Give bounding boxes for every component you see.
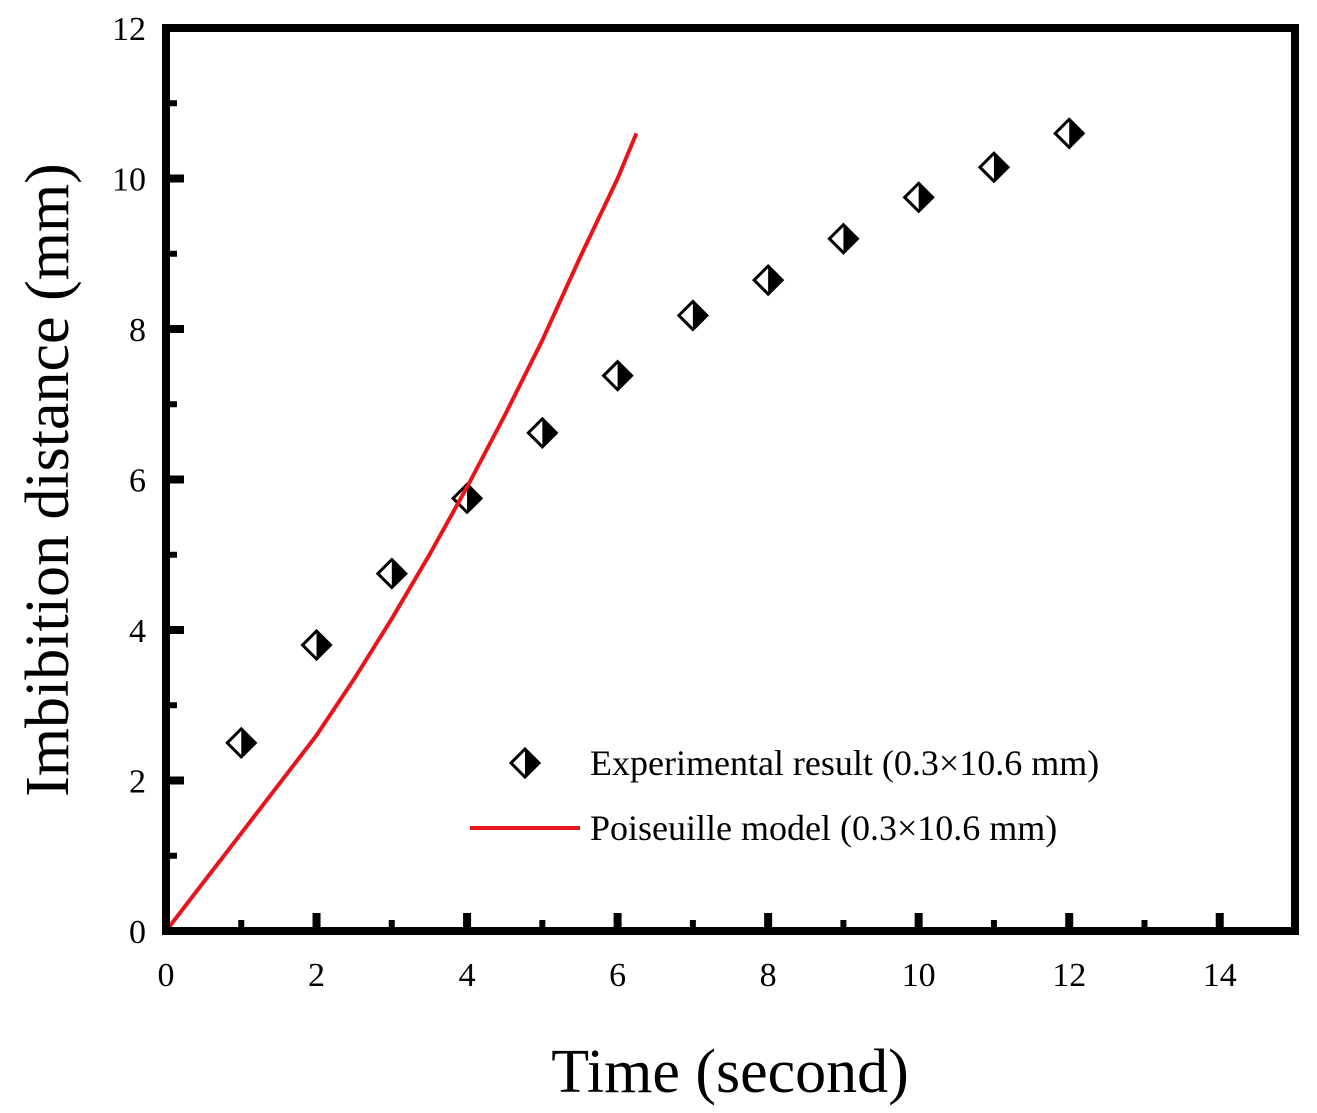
legend: Experimental result (0.3×10.6 mm) Poiseui… — [470, 743, 1099, 848]
legend-label: Experimental result (0.3×10.6 mm) — [590, 743, 1099, 783]
poiseuille-model-line — [166, 132, 639, 931]
legend-diamond-swatch — [508, 746, 542, 780]
experimental-data-point — [902, 181, 935, 214]
experimental-data-point — [375, 557, 408, 590]
experimental-data-point — [225, 726, 258, 759]
x-tick-label: 2 — [308, 957, 325, 994]
y-tick-label: 10 — [112, 162, 146, 199]
experimental-data-point — [676, 299, 709, 332]
legend-label: Poiseuille model (0.3×10.6 mm) — [590, 808, 1057, 848]
x-tick-label: 4 — [459, 957, 476, 994]
experimental-data-point — [300, 628, 333, 662]
experimental-data-point — [526, 416, 559, 449]
x-tick-label: 0 — [158, 957, 175, 994]
experimental-data-point — [827, 222, 860, 255]
plot-frame — [162, 24, 1299, 935]
experimental-data-point — [977, 151, 1011, 184]
y-tick-label: 12 — [112, 11, 146, 48]
x-tick-labels: 0 2 4 6 8 10 12 14 — [158, 957, 1237, 994]
x-tick-label: 12 — [1052, 957, 1086, 994]
y-tick-labels: 0 2 4 6 8 10 12 — [112, 11, 146, 951]
y-tick-label: 6 — [129, 463, 146, 500]
x-tick-label: 8 — [760, 957, 777, 994]
experimental-data-point — [1053, 117, 1086, 150]
experimental-data-point — [752, 263, 785, 297]
y-tick-label: 0 — [129, 914, 146, 951]
x-tick-label: 14 — [1203, 957, 1237, 994]
x-tick-label: 6 — [609, 957, 626, 994]
x-tick-label: 10 — [902, 957, 936, 994]
y-tick-label: 8 — [129, 312, 146, 349]
y-axis-title: Imbibition distance (mm) — [14, 163, 82, 797]
y-tick-label: 4 — [129, 613, 146, 650]
plot-area — [166, 117, 1086, 931]
y-tick-label: 2 — [129, 764, 146, 801]
experimental-data-point — [601, 359, 634, 392]
experimental-data-point — [450, 482, 484, 515]
x-axis-title: Time (second) — [551, 1038, 909, 1106]
